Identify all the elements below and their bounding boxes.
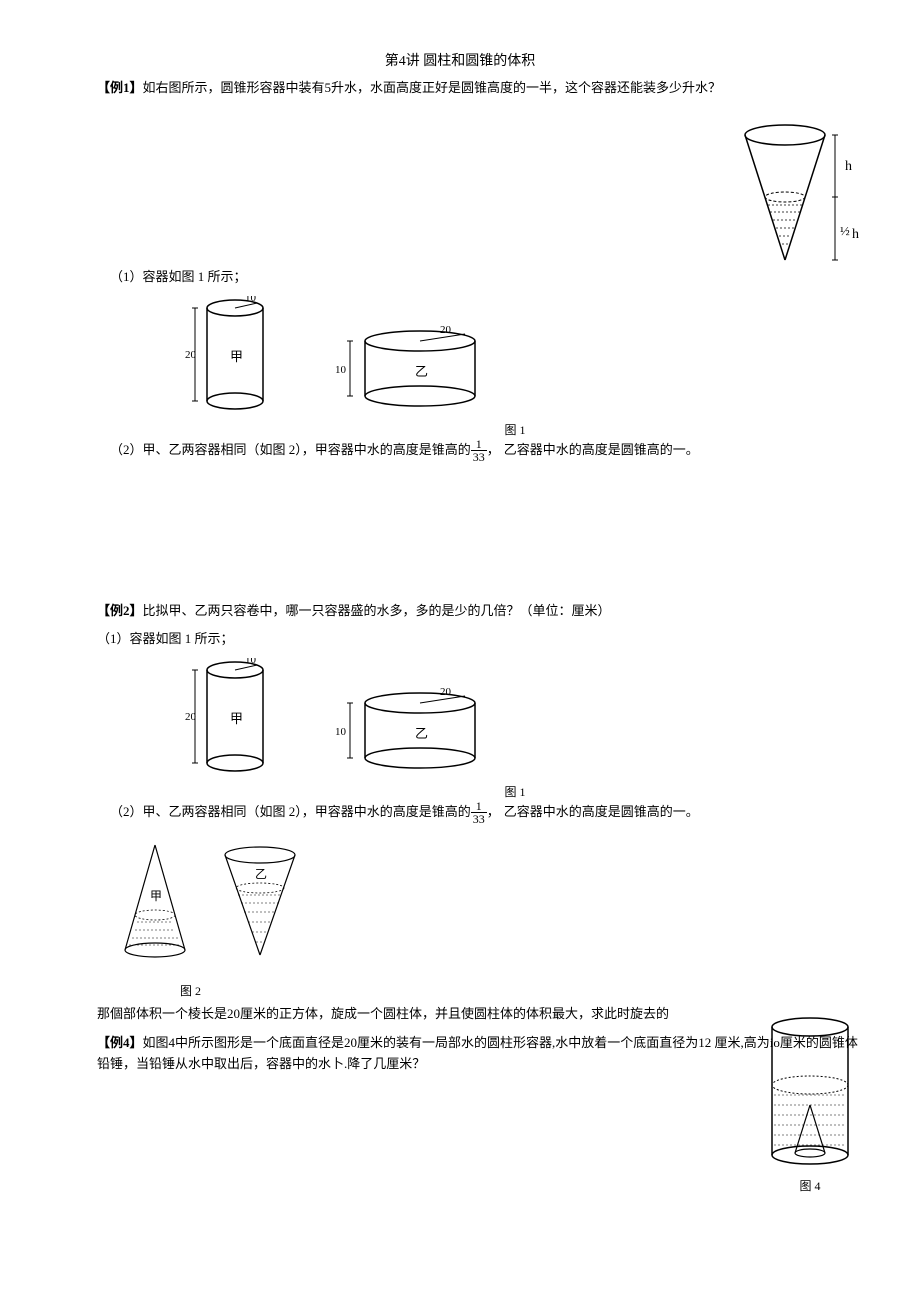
ex2-fig2-label: 图 2 (180, 982, 865, 999)
svg-text:乙: 乙 (415, 364, 428, 379)
svg-text:甲: 甲 (230, 349, 243, 364)
svg-text:甲: 甲 (150, 889, 162, 903)
ex3-text: 那個部体积一个棱长是20厘米的正方体，旋成一个圆柱体，并且使圆柱体的体积最大，求… (55, 1004, 865, 1025)
svg-text:½: ½ (840, 223, 850, 238)
ex1-fig1-label: 图 1 (165, 421, 865, 438)
ex4-figure: 图 4 (760, 1015, 860, 1194)
svg-text:甲: 甲 (230, 711, 243, 726)
svg-text:20: 20 (185, 349, 197, 361)
ex2-fig1-label: 图 1 (165, 783, 865, 800)
example-2: 【例2】比拟甲、乙两只容卷中，哪一只容器盛的水多，多的是少的几倍？（单位：厘米） (55, 601, 865, 622)
ex2-sub2: （2）甲、乙两容器相同（如图 2），甲容器中水的高度是锥高的 1 33 ， 乙容… (55, 800, 865, 825)
ex2-sub1: （1）容器如图 1 所示； (55, 629, 865, 650)
ex4-label: 【例4】 (97, 1035, 143, 1050)
ex1-text: 如右图所示，圆锥形容器中装有5升水，水面高度正好是圆锥高度的一半，这个容器还能装… (143, 80, 722, 95)
svg-text:20: 20 (440, 688, 452, 698)
ex2-frac: 1 33 (471, 800, 487, 825)
svg-text:20: 20 (440, 326, 452, 336)
ex2-figure1-block: 10 20 甲 20 10 乙 (185, 658, 865, 778)
ex1-sub2a: （2）甲、乙两容器相同（如图 2），甲容器中水的高度是锥高的 (110, 440, 471, 461)
svg-text:20: 20 (185, 711, 197, 723)
ex1-sub2b: ， (487, 440, 500, 461)
yi-cylinder: 20 10 乙 (335, 326, 485, 416)
svg-text:乙: 乙 (415, 726, 428, 741)
svg-text:h: h (852, 227, 859, 242)
svg-text:10: 10 (335, 364, 347, 376)
yi-cylinder-2: 20 10 乙 (335, 688, 485, 778)
lesson-title: 第4讲 圆柱和圆锥的体积 (55, 50, 865, 70)
jia-cylinder-2: 10 20 甲 (185, 658, 275, 778)
jia-cylinder: 10 20 甲 (185, 296, 275, 416)
ex4-text: 如图4中所示图形是一个底面直径是20厘米的装有一局部水的圆柱形容器,水中放着一个… (97, 1035, 858, 1071)
ex2-label: 【例2】 (97, 603, 143, 618)
example-1: 【例1】如右图所示，圆锥形容器中装有5升水，水面高度正好是圆锥高度的一半，这个容… (55, 78, 865, 99)
example-4: 【例4】如图4中所示图形是一个底面直径是20厘米的装有一局部水的圆柱形容器,水中… (55, 1033, 865, 1075)
ex1-sub2c: 乙容器中水的高度是圆锥高的一。 (504, 440, 699, 461)
h-label: h (845, 159, 852, 174)
svg-text:10: 10 (245, 296, 257, 304)
ex1-figure1-block: 10 20 甲 20 10 乙 (185, 296, 865, 416)
svg-text:10: 10 (335, 726, 347, 738)
ex2-text: 比拟甲、乙两只容卷中，哪一只容器盛的水多，多的是少的几倍？（单位：厘米） (143, 603, 611, 618)
svg-text:乙: 乙 (255, 867, 267, 881)
svg-text:10: 10 (245, 658, 257, 666)
ex2-sub2c: 乙容器中水的高度是圆锥高的一。 (504, 802, 699, 823)
ex4-fig-label: 图 4 (760, 1177, 860, 1194)
ex1-sub2: （2）甲、乙两容器相同（如图 2），甲容器中水的高度是锥高的 1 33 ， 乙容… (55, 438, 865, 463)
ex2-figure2-block: 甲 乙 图 2 (55, 840, 865, 999)
ex1-frac: 1 33 (471, 438, 487, 463)
ex2-sub2a: （2）甲、乙两容器相同（如图 2），甲容器中水的高度是锥高的 (110, 802, 471, 823)
ex1-label: 【例1】 (97, 80, 143, 95)
ex1-cone-figure: h ½ h (740, 120, 860, 270)
ex2-sub2b: ， (487, 802, 500, 823)
